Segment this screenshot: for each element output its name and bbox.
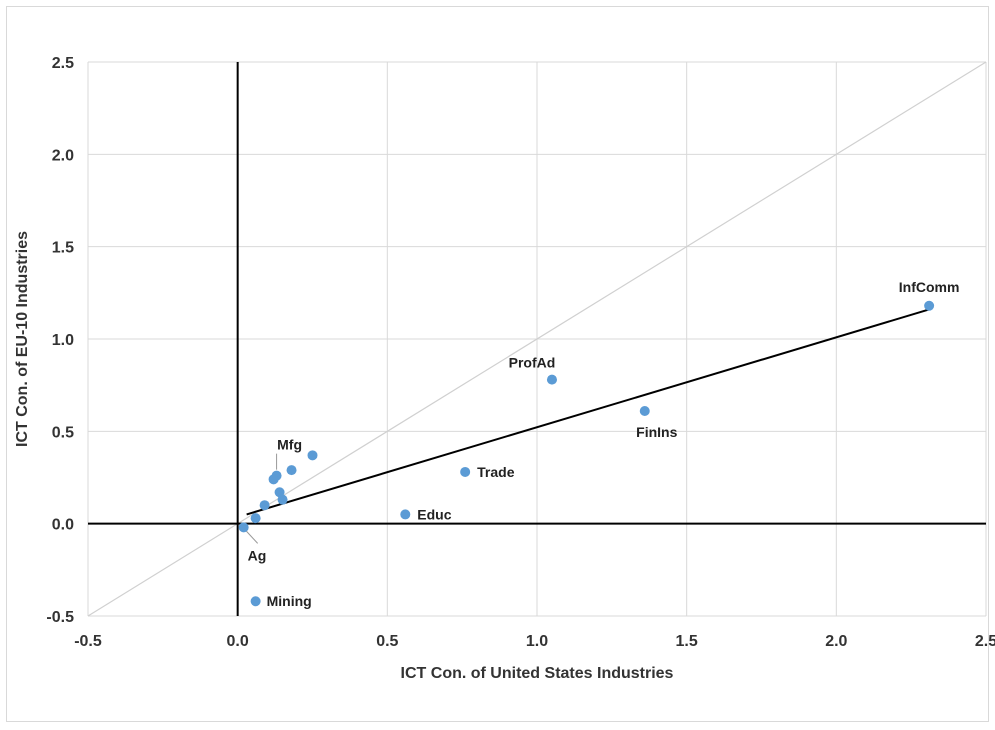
- point-label: Ag: [248, 547, 267, 563]
- y-tick-label: 1.5: [52, 240, 74, 257]
- y-tick-label: 0.5: [52, 424, 74, 441]
- y-tick-label: 2.5: [52, 55, 74, 72]
- point-label: Mining: [267, 593, 312, 609]
- trendline: [246, 308, 930, 516]
- y-tick-labels: -0.5 0.0 0.5 1.0 1.5 2.0 2.5: [46, 55, 74, 626]
- x-tick-label: 0.0: [227, 633, 249, 650]
- data-point: [268, 474, 279, 485]
- leader-line: [245, 530, 259, 544]
- data-point: [546, 374, 557, 385]
- data-points: [238, 300, 935, 607]
- leader-lines: [245, 453, 278, 544]
- data-point: [400, 509, 411, 520]
- point-label: FinIns: [636, 424, 677, 440]
- x-axis-title: ICT Con. of United States Industries: [401, 665, 674, 682]
- axes: [88, 62, 986, 616]
- data-point: [924, 300, 935, 311]
- data-point: [307, 450, 318, 461]
- x-tick-label: -0.5: [74, 633, 102, 650]
- point-label: Mfg: [277, 437, 302, 453]
- x-tick-label: 2.0: [825, 633, 847, 650]
- point-label: InfComm: [899, 279, 960, 295]
- data-point: [238, 522, 249, 533]
- x-tick-label: 1.0: [526, 633, 548, 650]
- data-point: [277, 494, 288, 505]
- point-label: Trade: [477, 464, 515, 480]
- data-point: [259, 500, 270, 511]
- x-tick-label: 0.5: [376, 633, 398, 650]
- point-labels: InfComm ProfAd FinIns Trade Educ Mining Ag Mfg: [248, 279, 960, 609]
- x-tick-labels: -0.5 0.0 0.5 1.0 1.5 2.0 2.5: [74, 633, 995, 650]
- x-tick-label: 1.5: [676, 633, 698, 650]
- y-tick-label: 0.0: [52, 517, 74, 534]
- trendline-group: [246, 308, 930, 516]
- data-point: [286, 465, 297, 476]
- point-label: ProfAd: [509, 355, 556, 371]
- y-tick-label: 2.0: [52, 147, 74, 164]
- data-point: [460, 466, 471, 477]
- data-point: [250, 513, 261, 524]
- data-point: [250, 596, 261, 607]
- y-tick-label: -0.5: [46, 609, 74, 626]
- y-tick-label: 1.0: [52, 332, 74, 349]
- point-label: Educ: [417, 506, 451, 522]
- y-axis-title: ICT Con. of EU-10 Industries: [14, 231, 31, 447]
- data-point: [639, 406, 650, 417]
- x-tick-label: 2.5: [975, 633, 995, 650]
